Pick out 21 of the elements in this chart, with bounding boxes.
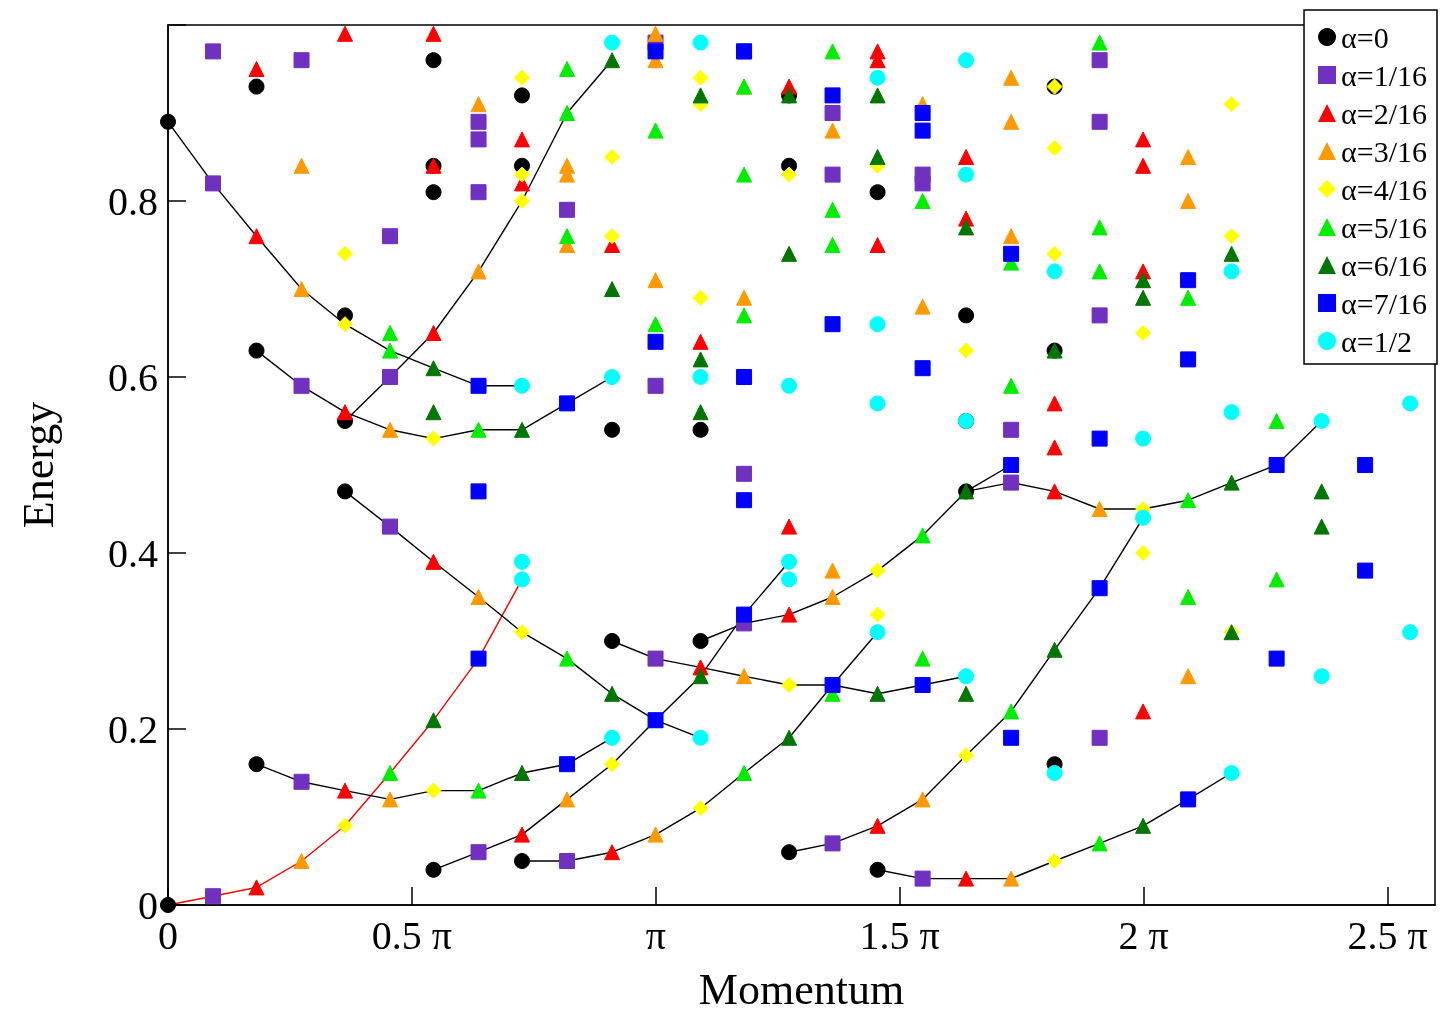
y-tick-label: 0.8 [108,178,158,224]
y-axis-title: Energy [13,401,63,529]
legend-label: α=1/2 [1341,324,1413,358]
x-tick-label: 1.5 π [859,912,940,958]
legend-label: α=6/16 [1341,248,1428,282]
legend-label: α=2/16 [1341,96,1428,130]
y-tick-label: 0 [138,882,158,928]
x-tick-label: 2.5 π [1347,912,1428,958]
y-tick-label: 0.6 [108,354,158,400]
x-tick-label: π [645,912,666,958]
x-tick-label: 0.5 π [371,912,452,958]
y-tick-label: 0.4 [108,530,158,576]
x-tick-label: 2 π [1118,912,1169,958]
legend-label: α=5/16 [1341,210,1428,244]
legend-label: α=1/16 [1341,58,1428,92]
legend-label: α=3/16 [1341,134,1428,168]
legend-label: α=0 [1341,20,1389,54]
x-axis-title: Momentum [698,964,905,1014]
legend-label: α=4/16 [1341,172,1428,206]
legend-label: α=7/16 [1341,286,1428,320]
y-tick-label: 0.2 [108,706,158,752]
